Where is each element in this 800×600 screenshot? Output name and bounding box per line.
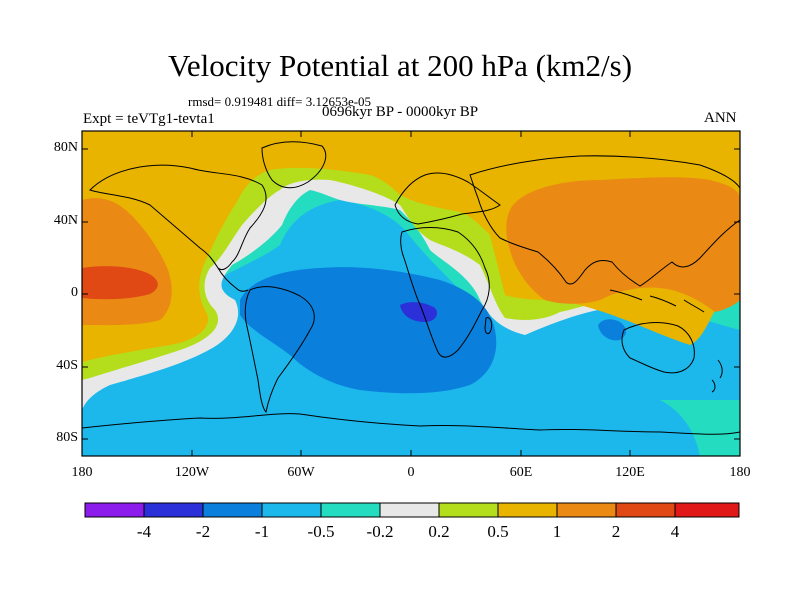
colorbar-swatch: [321, 503, 380, 517]
colorbar-swatch: [380, 503, 439, 517]
colorbar-swatch: [439, 503, 498, 517]
coastline-new-zealand: [711, 359, 723, 393]
xtick-label: 0: [407, 465, 415, 480]
xtick-label: 180: [729, 465, 751, 480]
coastline-antarctica: [82, 413, 740, 435]
colorbar-swatch: [498, 503, 557, 517]
experiment-label: Expt = teVTg1-tevta1: [83, 111, 215, 127]
field-orange-asia: [506, 177, 740, 312]
colorbar-label: 4: [670, 522, 680, 541]
rmsd-label: rmsd= 0.919481 diff= 3.12653e-05: [188, 94, 372, 109]
coastline-asia: [469, 155, 740, 287]
coastline-europe: [394, 172, 501, 225]
colorbar-swatch: [262, 503, 321, 517]
colorbar-swatch: [144, 503, 203, 517]
xtick-label: 120W: [174, 465, 210, 480]
velocity-potential-field: [82, 131, 740, 456]
colorbar-swatch: [616, 503, 675, 517]
ytick-label: 40S: [56, 358, 78, 373]
ytick-label: 80N: [53, 140, 78, 155]
field-red-orange-pacific: [82, 266, 158, 300]
field-blue-indian-ocean: [598, 319, 626, 341]
colorbar-swatch: [203, 503, 262, 517]
coastline-australia: [621, 322, 695, 374]
xtick-label: 60W: [287, 465, 315, 480]
xtick-label: 60E: [509, 465, 533, 480]
colorbar-label: 0.5: [487, 522, 509, 541]
colorbar-label: -1: [254, 522, 270, 541]
coastline-north-america: [89, 164, 267, 271]
coastline-greenland: [261, 141, 327, 189]
coastline-south-america: [244, 286, 315, 414]
plot-title: Velocity Potential at 200 hPa (km2/s): [167, 48, 633, 83]
coastline-africa: [400, 227, 490, 358]
xtick-label: 180: [71, 465, 93, 480]
axis-ticks: [82, 131, 740, 456]
colorbar: [84, 502, 740, 518]
colorbar-frame: [84, 502, 740, 518]
colorbar-label: 0.2: [428, 522, 450, 541]
colorbar-label: -2: [195, 522, 211, 541]
colorbar-swatch: [557, 503, 616, 517]
period-label: 0696kyr BP - 0000kyr BP: [322, 104, 479, 120]
xtick-label: 120E: [615, 465, 645, 480]
colorbar-label: -0.5: [307, 522, 335, 541]
colorbar-label: 2: [611, 522, 621, 541]
ytick-label: 80S: [56, 430, 78, 445]
colorbar-label: -0.2: [366, 522, 394, 541]
colorbar-swatch: [675, 503, 739, 517]
colorbar-swatch: [85, 503, 144, 517]
field-dark-blue-atlantic: [400, 302, 437, 322]
coastlines: [82, 141, 740, 435]
ytick-label: 40N: [53, 213, 78, 228]
coastline-maritime-continent: [609, 289, 705, 313]
colorbar-label: -4: [136, 522, 152, 541]
coastline-central-america: [217, 267, 249, 292]
ytick-label: 0: [71, 285, 78, 300]
season-label: ANN: [704, 110, 737, 126]
coastline-madagascar: [484, 317, 493, 335]
colorbar-label: 1: [552, 522, 562, 541]
